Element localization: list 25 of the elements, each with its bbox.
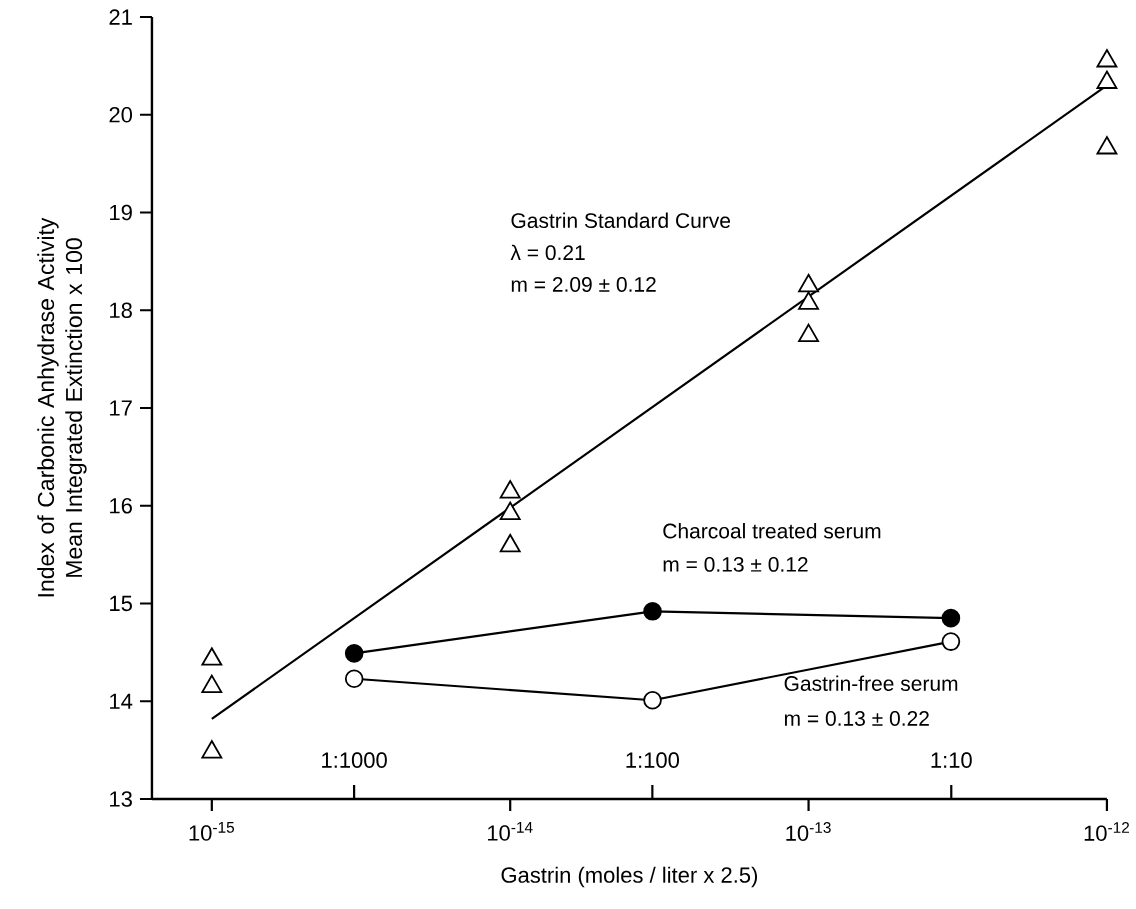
annotation: 1:10 [931,752,972,768]
x-tick-label: 10$^{-14}$ [487,822,533,841]
annotation: Gastrin-free serum [784,675,958,691]
x-tick-label: 10$^{-13}$ [786,822,831,841]
annotation: 1:1000 [322,752,387,768]
y-tick-label: 14 [110,693,133,709]
annotation: Gastrin Standard Curve [511,212,731,229]
y-tick-label: 16 [110,497,132,514]
annotation: m = 0.13 ± 0.12 [663,556,808,572]
y-tick-label: 13 [110,791,132,807]
annotation: m = 2.09 ± 0.12 [511,277,656,292]
y-axis-title: Index of Carbonic Anhydrase Activity Mean Integrated Extinction x 100 [37,217,87,597]
y-tick-label: 19 [110,204,132,221]
y-tick-label: 21 [109,9,132,25]
annotation: m = 0.13 ± 0.22 [784,711,929,726]
y-tick-label: 18 [110,302,132,319]
x-tick-label: 10$^{-15}$ [189,822,235,841]
annotation: Charcoal treated serum [663,523,881,539]
annotation: λ = 0.21 [510,244,585,261]
y-tick-label: 15 [110,595,132,612]
y-tick-label: 17 [110,400,132,416]
x-tick-label: 10$^{-12}$ [1084,822,1129,841]
annotation: 1:100 [626,752,679,768]
x-axis-title: Gastrin (moles / liter x 2.5) [501,866,758,888]
y-tick-label: 20 [109,106,133,123]
